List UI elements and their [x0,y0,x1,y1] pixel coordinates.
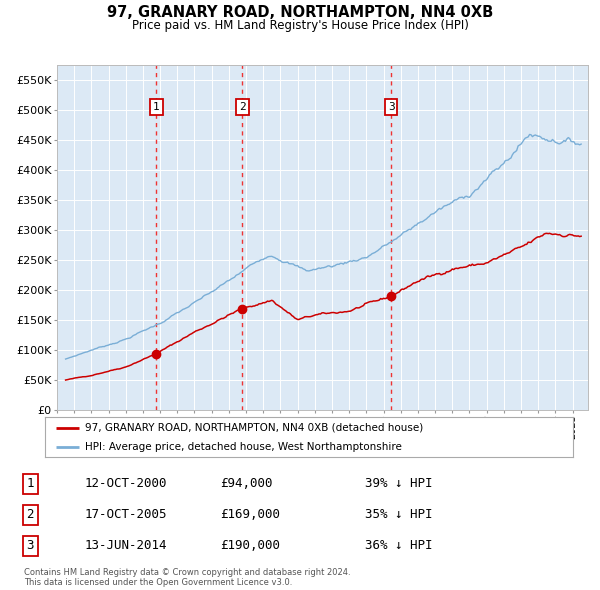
Text: 97, GRANARY ROAD, NORTHAMPTON, NN4 0XB: 97, GRANARY ROAD, NORTHAMPTON, NN4 0XB [107,5,493,19]
Text: 3: 3 [26,539,34,552]
Text: 17-OCT-2005: 17-OCT-2005 [85,508,167,522]
Text: 1: 1 [26,477,34,490]
Text: 13-JUN-2014: 13-JUN-2014 [85,539,167,552]
Text: 2: 2 [239,102,246,112]
Text: 97, GRANARY ROAD, NORTHAMPTON, NN4 0XB (detached house): 97, GRANARY ROAD, NORTHAMPTON, NN4 0XB (… [85,422,423,432]
Text: £190,000: £190,000 [220,539,280,552]
Text: 36% ↓ HPI: 36% ↓ HPI [365,539,433,552]
Text: 1: 1 [153,102,160,112]
Text: 3: 3 [388,102,395,112]
Text: Price paid vs. HM Land Registry's House Price Index (HPI): Price paid vs. HM Land Registry's House … [131,19,469,32]
Text: HPI: Average price, detached house, West Northamptonshire: HPI: Average price, detached house, West… [85,442,401,452]
Text: 2: 2 [26,508,34,522]
Text: 12-OCT-2000: 12-OCT-2000 [85,477,167,490]
Text: £94,000: £94,000 [220,477,272,490]
Text: £169,000: £169,000 [220,508,280,522]
Text: 35% ↓ HPI: 35% ↓ HPI [365,508,433,522]
Text: 39% ↓ HPI: 39% ↓ HPI [365,477,433,490]
Text: Contains HM Land Registry data © Crown copyright and database right 2024.
This d: Contains HM Land Registry data © Crown c… [24,568,350,587]
